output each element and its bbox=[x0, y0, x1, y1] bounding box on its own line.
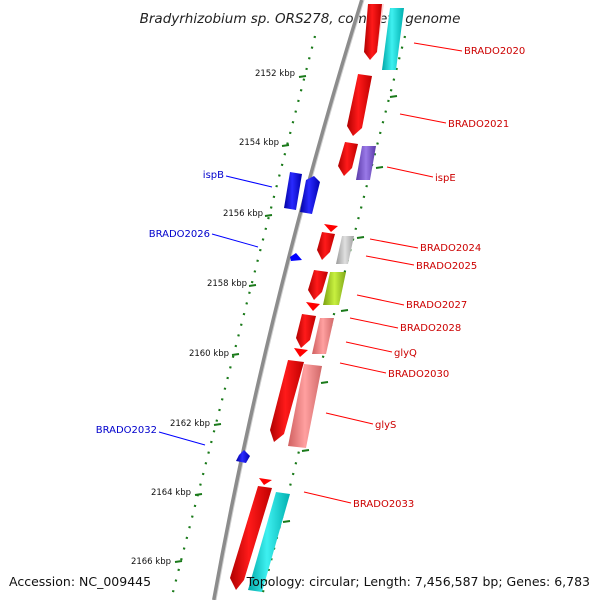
tick-mark bbox=[194, 493, 203, 496]
cog-bar-salmon bbox=[288, 364, 322, 448]
tick-mark bbox=[375, 166, 384, 169]
label-connector bbox=[303, 491, 352, 504]
label-connector bbox=[413, 42, 463, 52]
gene-label-BRADO2028: BRADO2028 bbox=[400, 323, 461, 334]
gene-arrow-BRADO2021 bbox=[347, 74, 372, 136]
genome-backbone bbox=[212, 0, 364, 600]
gene-arrow-BRADO2025 bbox=[324, 224, 338, 232]
tick-label: 2154 kbp bbox=[239, 138, 279, 148]
gene-label-BRADO2027: BRADO2027 bbox=[406, 300, 467, 311]
accession-text: Accession: NC_009445 bbox=[9, 574, 151, 589]
reverse-gene-labels: ispB BRADO2026 BRADO2032 bbox=[96, 170, 273, 446]
gene-label-BRADO2021: BRADO2021 bbox=[448, 119, 509, 130]
tick-mark bbox=[213, 423, 222, 426]
cog-bar-cyan bbox=[248, 492, 290, 592]
gene-arrow-BRADO2026 bbox=[290, 253, 302, 261]
scale-labels: 2152 kbp 2154 kbp 2156 kbp 2158 kbp 2160… bbox=[131, 69, 295, 567]
genome-backbone-highlight bbox=[215, 0, 365, 600]
cog-bar-green bbox=[323, 272, 346, 305]
reverse-cds-track bbox=[236, 172, 320, 463]
gene-label-BRADO2030: BRADO2030 bbox=[388, 369, 449, 380]
gene-arrow-ispB bbox=[284, 172, 302, 210]
forward-gene-labels: BRADO2020 BRADO2021 ispE BRADO2024 BRADO… bbox=[303, 42, 525, 510]
tick-mark bbox=[264, 214, 273, 217]
label-connector bbox=[365, 255, 415, 266]
cog-bar-cyan bbox=[382, 8, 404, 70]
tick-mark bbox=[248, 284, 257, 287]
tick-mark bbox=[281, 144, 290, 147]
gene-arrow-glyQ bbox=[296, 314, 316, 348]
genome-summary-text: Topology: circular; Length: 7,456,587 bp… bbox=[246, 574, 590, 589]
gene-label-BRADO2025: BRADO2025 bbox=[416, 261, 477, 272]
tick-label: 2162 kbp bbox=[170, 419, 210, 429]
cog-bar-purple bbox=[356, 146, 376, 180]
label-connector bbox=[399, 113, 447, 124]
tick-mark bbox=[320, 381, 329, 384]
gene-arrow-ispE bbox=[338, 142, 358, 176]
tick-mark bbox=[231, 353, 240, 356]
gene-label-ispE: ispE bbox=[435, 173, 456, 184]
label-connector bbox=[325, 412, 374, 425]
cog-track bbox=[248, 4, 404, 592]
gene-arrow-glyS bbox=[270, 360, 304, 442]
tick-label: 2164 kbp bbox=[151, 488, 191, 498]
gene-label-ispB: ispB bbox=[203, 170, 224, 181]
label-connector bbox=[225, 175, 273, 188]
gene-arrow-BRADO2024 bbox=[317, 232, 335, 260]
tick-label: 2156 kbp bbox=[223, 209, 263, 219]
gene-label-BRADO2033: BRADO2033 bbox=[353, 499, 414, 510]
gc-skew-track-inner bbox=[170, 35, 317, 597]
gene-arrow-BRADO2032 bbox=[236, 450, 250, 463]
map-title: Bradyrhizobium sp. ORS278, complete geno… bbox=[140, 11, 461, 27]
gene-arrow-BRADO2020 bbox=[364, 4, 382, 60]
gene-arrow-BRADO2028 bbox=[306, 302, 320, 311]
label-connector bbox=[356, 294, 405, 306]
label-connector bbox=[369, 238, 419, 249]
tick-mark bbox=[301, 449, 310, 452]
tick-label: 2160 kbp bbox=[189, 349, 229, 359]
label-connector bbox=[158, 431, 206, 446]
gene-arrow-BRADO2033 bbox=[230, 486, 272, 590]
gene-arrow-BRADO2030 bbox=[294, 348, 308, 357]
gene-label-glyS: glyS bbox=[375, 420, 396, 431]
gene-arrow-BRADO2027 bbox=[308, 270, 328, 300]
label-connector bbox=[339, 362, 387, 374]
cog-bar-salmon bbox=[312, 318, 334, 354]
label-connector bbox=[349, 317, 399, 329]
tick-label: 2152 kbp bbox=[255, 69, 295, 79]
tick-mark bbox=[340, 309, 349, 312]
gene-label-BRADO2026: BRADO2026 bbox=[149, 229, 210, 240]
tick-mark bbox=[356, 236, 365, 239]
scale-ticks bbox=[174, 75, 398, 563]
tick-mark bbox=[389, 95, 398, 98]
tick-mark bbox=[298, 75, 307, 78]
label-connector bbox=[211, 233, 259, 248]
forward-cds-track bbox=[230, 4, 382, 590]
cog-bar-gray bbox=[336, 236, 354, 264]
gene-label-BRADO2024: BRADO2024 bbox=[420, 243, 481, 254]
tick-label: 2166 kbp bbox=[131, 557, 171, 567]
tick-mark bbox=[174, 560, 183, 563]
gene-arrow-ispB-2 bbox=[300, 176, 320, 214]
gene-arrow-BRADO2033-head bbox=[259, 478, 272, 485]
label-connector bbox=[386, 166, 434, 178]
gene-label-BRADO2032: BRADO2032 bbox=[96, 425, 157, 436]
gene-label-BRADO2020: BRADO2020 bbox=[464, 46, 525, 57]
tick-label: 2158 kbp bbox=[207, 279, 247, 289]
label-connector bbox=[345, 341, 393, 353]
tick-mark bbox=[282, 520, 291, 523]
gene-label-glyQ: glyQ bbox=[394, 348, 417, 359]
